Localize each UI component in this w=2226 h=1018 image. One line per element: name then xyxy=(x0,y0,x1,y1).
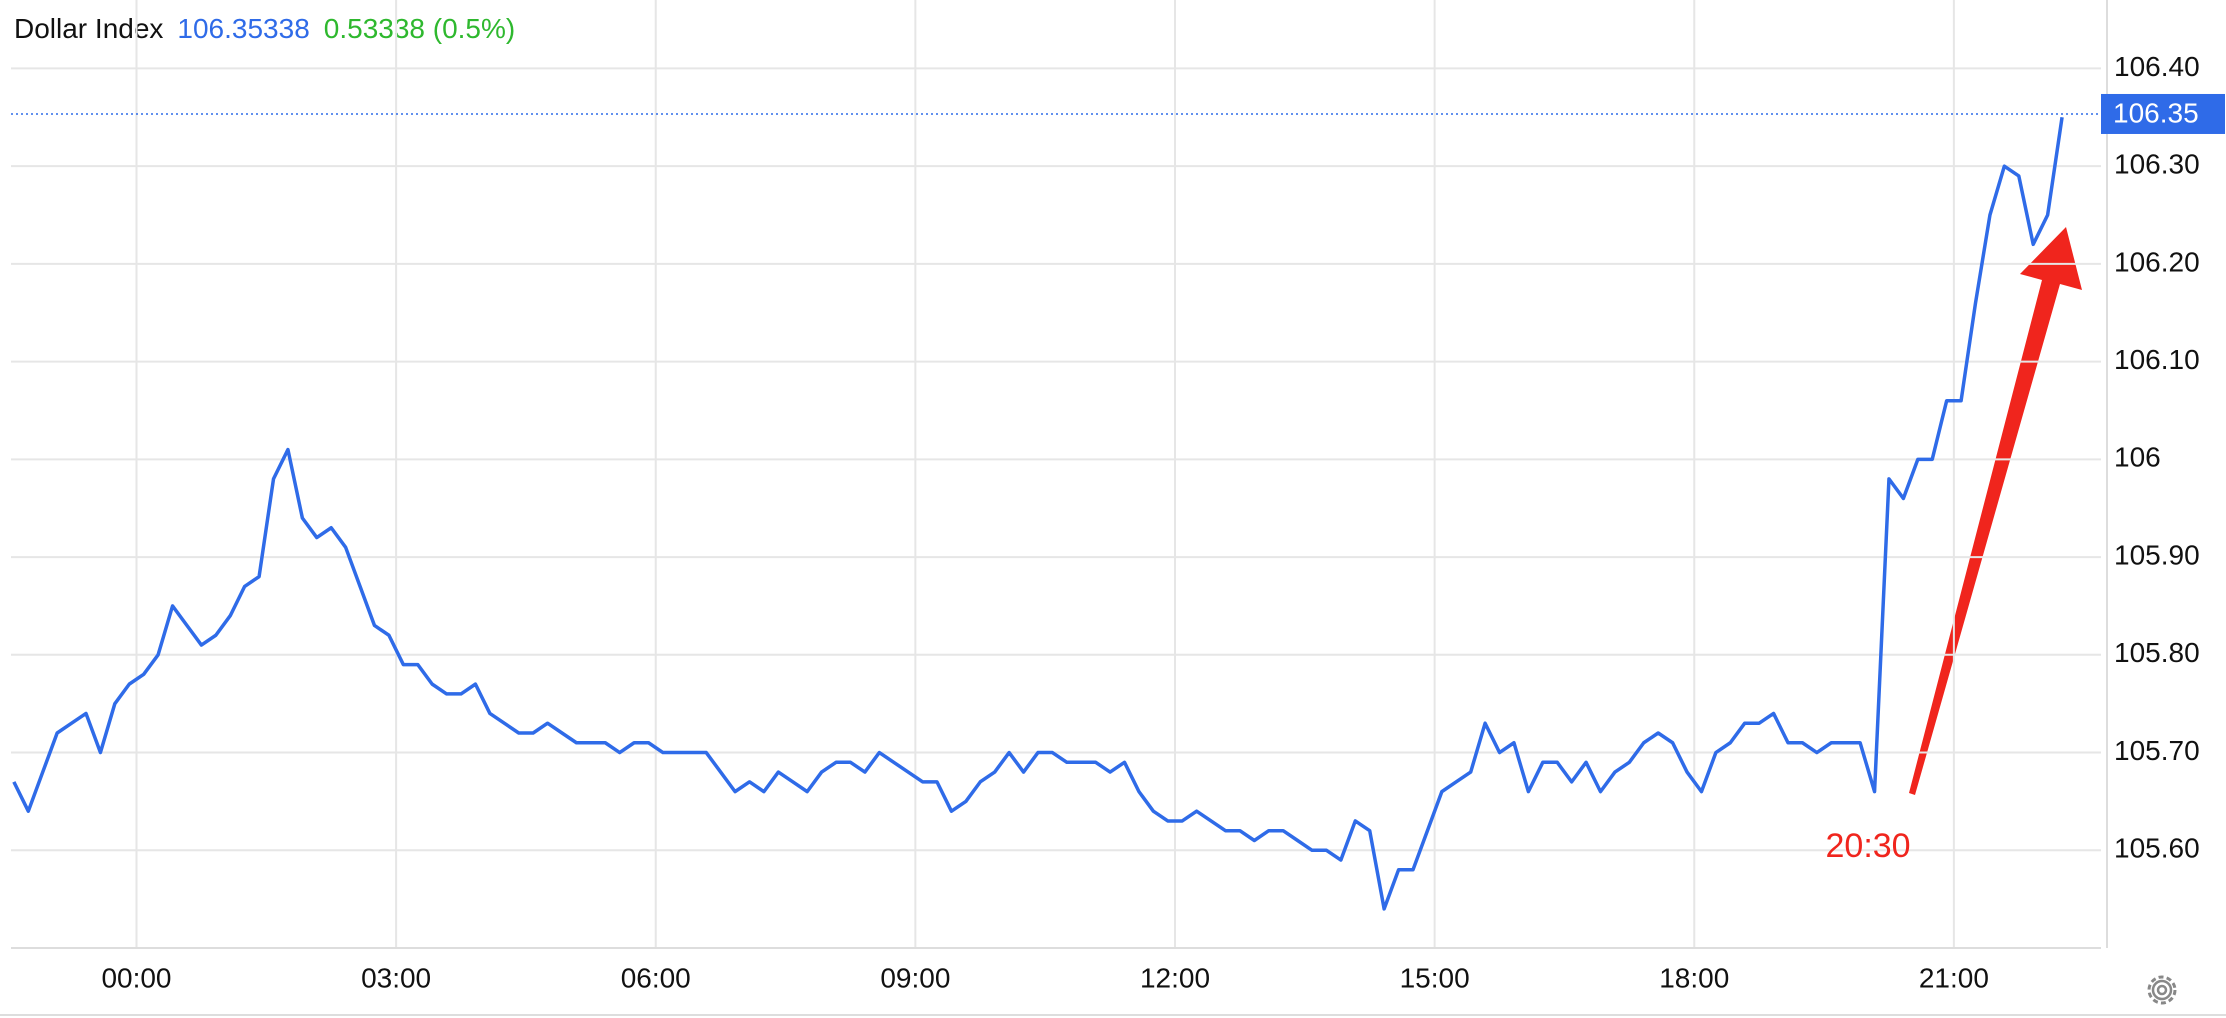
y-tick-label: 106.30 xyxy=(2114,149,2200,180)
y-tick-label: 105.70 xyxy=(2114,735,2200,766)
last-price-box xyxy=(2101,93,2225,134)
arrow xyxy=(1909,227,2082,795)
settings-icon[interactable] xyxy=(2147,975,2177,1005)
header: Dollar Index 106.35338 0.53338 (0.5%) xyxy=(14,13,529,45)
gear-body xyxy=(2151,979,2173,1001)
y-tick-label: 105.90 xyxy=(2114,539,2200,570)
price-line xyxy=(12,117,2064,911)
x-tick-label: 03:00 xyxy=(361,962,431,993)
x-tick-label: 06:00 xyxy=(621,962,691,993)
title: Dollar Index xyxy=(14,13,164,44)
gear-hole xyxy=(2156,984,2168,996)
y-tick-label: 105.60 xyxy=(2114,833,2200,864)
x-tick-label: 21:00 xyxy=(1919,962,1989,993)
grid xyxy=(11,0,2101,948)
annotation: 20:30 xyxy=(1826,827,1911,865)
x-tick-label: 12:00 xyxy=(1140,962,1210,993)
y-tick-label: 106 xyxy=(2114,442,2161,473)
x-tick-label: 00:00 xyxy=(101,962,171,993)
x-tick-label: 09:00 xyxy=(880,962,950,993)
x-tick-label: 15:00 xyxy=(1400,962,1470,993)
y-tick-label: 106.40 xyxy=(2114,51,2200,82)
y-tick-label: 105.80 xyxy=(2114,637,2200,668)
x-tick-label: 18:00 xyxy=(1659,962,1729,993)
change: 0.53338 (0.5%) xyxy=(323,13,516,44)
gear-teeth xyxy=(2147,975,2177,1005)
y-tick-label: 106.20 xyxy=(2114,246,2200,277)
y-tick-label: 106.10 xyxy=(2114,344,2200,375)
price: 106.35338 xyxy=(177,13,310,44)
last-price-label: 106.35 xyxy=(2113,97,2199,128)
